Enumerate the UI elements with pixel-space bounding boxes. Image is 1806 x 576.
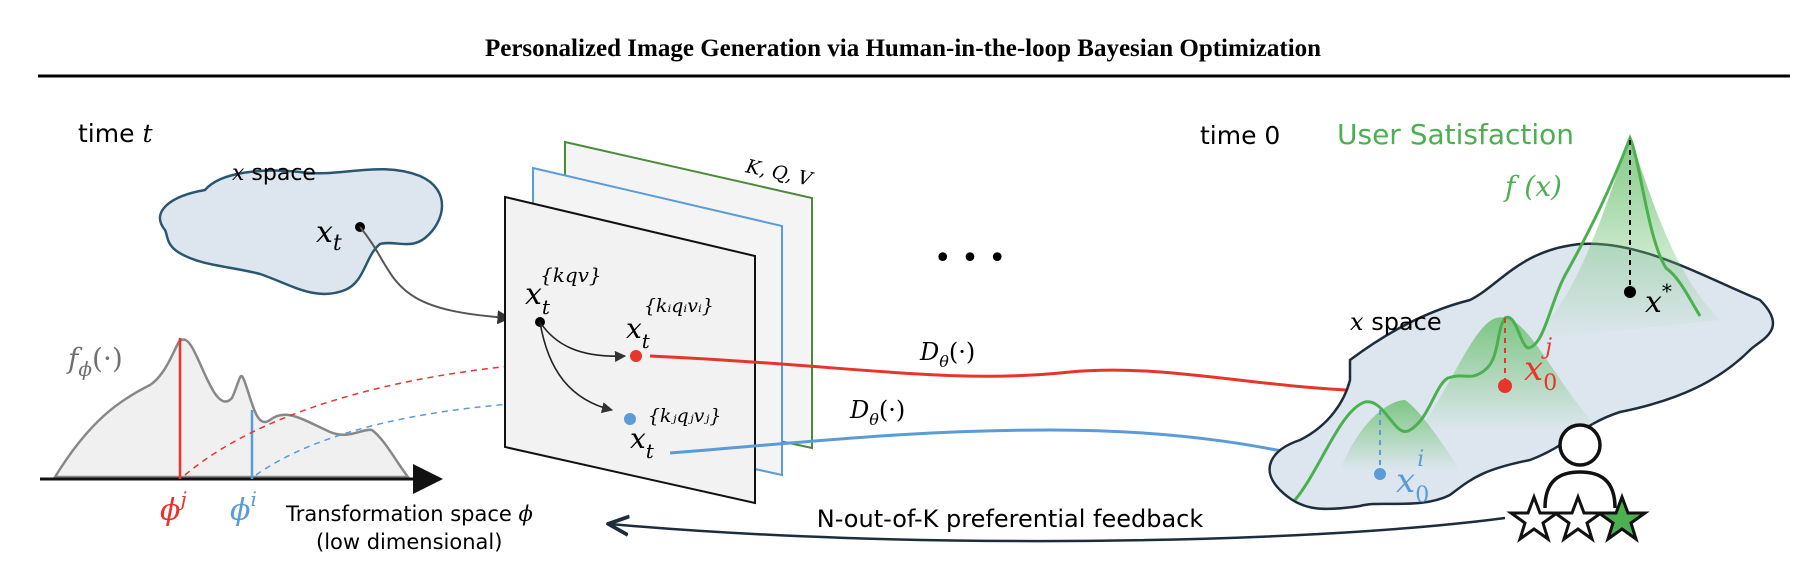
x0i-label: x0i <box>1396 447 1429 508</box>
figure-title: Personalized Image Generation via Human-… <box>485 35 1321 62</box>
x-kjqjvj-label: xt{kⱼqⱼvⱼ} <box>630 405 722 463</box>
x-i-point <box>624 413 636 425</box>
decoder-label-red: Dθ(·) <box>919 338 975 371</box>
x0j-point <box>1498 379 1512 393</box>
x-space-label-left: x space <box>232 161 316 186</box>
x-kiqivi-label: xt{kᵢqᵢvᵢ} <box>626 295 714 353</box>
user-icon <box>1543 423 1617 509</box>
time-t-label: time t <box>78 119 153 148</box>
decoder-label-blue: Dθ(·) <box>849 396 905 429</box>
fx-curve <box>1293 134 1702 501</box>
x-space-label-right: x space <box>1350 308 1442 336</box>
user-satisfaction-label: User Satisfaction <box>1337 118 1574 151</box>
transformation-space-label: Transformation space ϕ <box>285 502 533 526</box>
f-phi-label: fϕ(·) <box>66 342 123 381</box>
x-space-blob-left <box>158 167 444 296</box>
satisfaction-mountain-mid <box>1420 317 1600 430</box>
feedback-arrow <box>610 518 1506 543</box>
star-empty-icon <box>1506 492 1562 543</box>
satisfaction-mountain-small <box>1340 400 1460 470</box>
star-filled-icon <box>1594 492 1650 543</box>
k-layer <box>504 195 756 505</box>
branch-arrow-i <box>539 321 614 414</box>
left-panel: time t x space xt fϕ(·) ϕj ϕi <box>40 119 590 554</box>
ellipsis: • • • <box>934 241 1006 276</box>
low-dimensional-label: (low dimensional) <box>316 530 502 554</box>
right-panel: time 0 User Satisfaction f (x) x space x… <box>610 118 1775 543</box>
x-j-point <box>630 350 642 362</box>
xstar-point <box>1624 286 1636 298</box>
xt-to-layer-arrow <box>359 226 512 325</box>
rating-stars <box>1506 492 1650 543</box>
xstar-label: x* <box>1645 279 1672 320</box>
time-0-label: time 0 <box>1200 121 1280 150</box>
fx-label: f (x) <box>1503 170 1562 203</box>
xt-label: xt <box>316 215 342 256</box>
satisfaction-mountain-big <box>1530 138 1720 340</box>
star-empty-icon <box>1550 492 1606 543</box>
feedback-label: N-out-of-K preferential feedback <box>817 505 1204 533</box>
x0i-point <box>1374 468 1386 480</box>
branch-arrow-j <box>539 321 627 363</box>
x-kqv-label: xt{kqv} <box>525 263 602 319</box>
phi-i-label: ϕi <box>230 487 257 528</box>
phi-j-label: ϕj <box>160 487 187 528</box>
